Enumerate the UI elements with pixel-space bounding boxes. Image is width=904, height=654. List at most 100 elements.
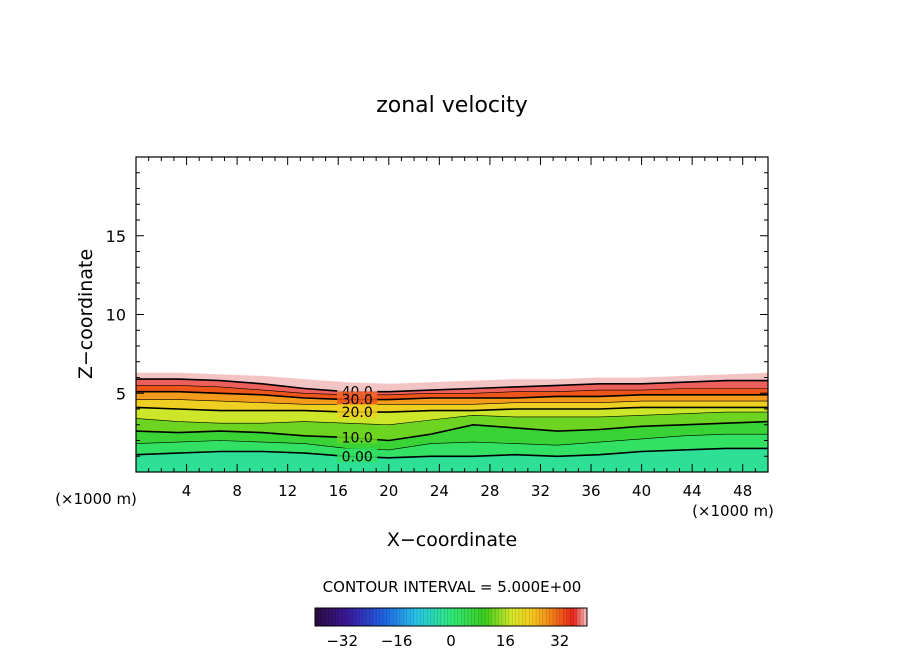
colorbar-cell (542, 608, 547, 626)
colorbar-cell (379, 608, 384, 626)
colorbar (314, 607, 588, 627)
colorbar-cell (576, 608, 581, 626)
colorbar-cell (372, 608, 377, 626)
colorbar-cell (559, 608, 564, 626)
colorbar-cell (570, 608, 574, 626)
x-tick-label: 20 (379, 482, 398, 500)
colorbar-cell (427, 608, 431, 626)
colorbar-cell (478, 608, 482, 626)
colorbar-cell (359, 608, 363, 626)
colorbar-cell (318, 608, 323, 626)
colorbar-cell (417, 608, 421, 626)
colorbar-cell (454, 608, 459, 626)
colorbar-cell (468, 608, 472, 626)
colorbar-frame (314, 607, 588, 627)
colorbar-cell (532, 608, 537, 626)
contour-label-bg (337, 429, 378, 444)
colorbar-cell (563, 608, 567, 626)
colorbar-cell (345, 608, 350, 626)
contour-label: 20.0 (342, 405, 373, 421)
colorbar-cell (539, 608, 544, 626)
colorbar-cell (420, 608, 425, 626)
colorbar-cell (515, 608, 520, 626)
colorbar-ticks: −32 −16 0 16 32 (326, 632, 569, 650)
colorbar-cell (502, 608, 506, 626)
x-axis: 4 8 12 16 20 24 28 32 36 40 44 48 (135, 157, 769, 500)
contour-label: 10.0 (342, 430, 373, 446)
colorbar-cell (519, 608, 523, 626)
colorbar-cell (396, 608, 401, 626)
colorbar-tick-label: 32 (550, 632, 569, 650)
y-axis-title: Z−coordinate (75, 249, 97, 379)
colorbar-cell (403, 608, 408, 626)
colorbar-cell (536, 608, 540, 626)
contour-interval-text: CONTOUR INTERVAL = 5.000E+00 (323, 578, 582, 596)
x-tick-label: 24 (430, 482, 449, 500)
colorbar-cell (505, 608, 510, 626)
x-tick-label: 32 (531, 482, 550, 500)
colorbar-cell (491, 608, 496, 626)
colorbar-cell (362, 608, 367, 626)
colorbar-cell (338, 608, 343, 626)
colorbar-cell (389, 608, 394, 626)
chart-title: zonal velocity (376, 93, 528, 118)
colorbar-tick-label: −32 (326, 632, 358, 650)
contour-line (136, 433, 768, 451)
colorbar-cell (512, 608, 516, 626)
x-tick-label: 4 (182, 482, 192, 500)
colorbar-cell (355, 608, 360, 626)
colorbar-cell (325, 608, 329, 626)
colorbar-cell (321, 608, 326, 626)
colorbar-cell (451, 608, 455, 626)
y-axis: 5 10 15 (106, 156, 768, 473)
colorbar-cell (498, 608, 503, 626)
colorbar-cell (474, 608, 479, 626)
colorbar-cell (495, 608, 499, 626)
colorbar-tick-label: 16 (496, 632, 515, 650)
colorbar-cell (471, 608, 476, 626)
colorbar-cell (549, 608, 554, 626)
colorbar-cell (488, 608, 493, 626)
y-tick-label: 5 (116, 384, 126, 403)
colorbar-cell (352, 608, 357, 626)
colorbar-cell (369, 608, 374, 626)
colorbar-cell (376, 608, 380, 626)
x-tick-label: 28 (480, 482, 499, 500)
contour-label-bg (337, 404, 378, 419)
colorbar-cell (457, 608, 462, 626)
colorbar-tick-label: 0 (446, 632, 456, 650)
colorbar-cell (464, 608, 469, 626)
colorbar-cell (546, 608, 550, 626)
contour-line (136, 378, 768, 393)
colorbar-cell (335, 608, 340, 626)
colorbar-cell (328, 608, 333, 626)
colorbar-cell (437, 608, 442, 626)
x-axis-title: X−coordinate (387, 529, 517, 551)
colorbar-cell (383, 608, 387, 626)
colorbar-cell (522, 608, 527, 626)
colorbar-cell (366, 608, 370, 626)
colorbar-cell (400, 608, 404, 626)
colorbar-cell (508, 608, 513, 626)
colorbar-cell (566, 608, 571, 626)
colorbar-cell (430, 608, 435, 626)
colorbar-cell (410, 608, 414, 626)
contour-label: 0.00 (342, 449, 373, 465)
colorbar-cell (553, 608, 557, 626)
colorbar-cell (423, 608, 428, 626)
colorbar-cell (444, 608, 448, 626)
y-tick-label: 15 (106, 227, 126, 246)
colorbar-cell (342, 608, 346, 626)
colorbar-cell (440, 608, 445, 626)
contour-label-bg (337, 391, 378, 406)
contour-line (136, 447, 768, 459)
y-unit-note: (×1000 m) (55, 490, 137, 508)
colorbar-cell (393, 608, 397, 626)
contour-fill-layer: 40.030.020.010.00.00 (136, 372, 768, 472)
colorbar-cell (583, 608, 588, 626)
contour-line (136, 406, 768, 413)
colorbar-tick-label: −16 (381, 632, 413, 650)
contour-line (136, 399, 768, 405)
x-tick-label: 40 (632, 482, 651, 500)
